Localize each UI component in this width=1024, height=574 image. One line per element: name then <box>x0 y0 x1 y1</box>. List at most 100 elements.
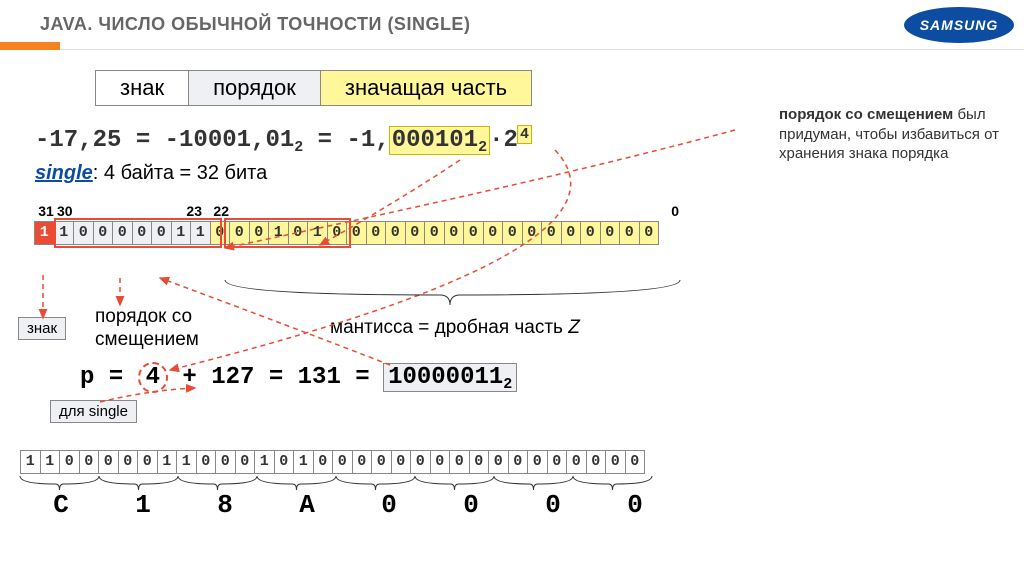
bit-cell: 0 <box>229 221 250 245</box>
bit-cell: 0 <box>449 450 470 474</box>
bit-cell: 0 <box>502 221 523 245</box>
pos-0: 0 <box>229 203 679 219</box>
hex-digit: A <box>266 490 348 520</box>
bit-row-plain: 11000001100010100000000000000000 <box>20 450 645 474</box>
pos-22: 22 <box>202 203 229 219</box>
bit-cell: 0 <box>391 450 412 474</box>
bit-cell: 0 <box>405 221 426 245</box>
bit-positions: 31 30 23 22 0 <box>35 203 1004 219</box>
samsung-logo: SAMSUNG <box>864 0 1024 55</box>
eq-mantissa-highlight: 0001012 <box>390 127 489 154</box>
bit-cell: 0 <box>118 450 139 474</box>
bit-cell: 0 <box>586 450 607 474</box>
bit-cell: 0 <box>483 221 504 245</box>
p-equation: p = 4 + 127 = 131 = 100000112 <box>80 362 516 393</box>
legend-mant: значащая часть <box>321 71 531 105</box>
bit-cell: 0 <box>541 221 562 245</box>
hex-digit: 0 <box>430 490 512 520</box>
bit-cell: 0 <box>98 450 119 474</box>
pos-23: 23 <box>77 203 202 219</box>
bit-cell: 0 <box>430 450 451 474</box>
bit-cell: 0 <box>313 450 334 474</box>
single-tag: для single <box>50 400 137 423</box>
bit-cell: 0 <box>639 221 660 245</box>
single-keyword: single <box>35 162 93 184</box>
p-binary-highlight: 100000112 <box>384 364 516 391</box>
bit-cell: 1 <box>268 221 289 245</box>
mantissa-label: мантисса = дробная часть Z <box>330 317 580 339</box>
bit-cell: 0 <box>196 450 217 474</box>
bit-cell: 0 <box>132 221 153 245</box>
bit-cell: 0 <box>600 221 621 245</box>
bit-cell: 0 <box>288 221 309 245</box>
bit-cell: 0 <box>488 450 509 474</box>
bit-cell: 0 <box>346 221 367 245</box>
hex-digit: C <box>20 490 102 520</box>
bit-cell: 0 <box>625 450 646 474</box>
eq-exp-highlight: 4 <box>518 126 531 143</box>
hex-digit: 0 <box>348 490 430 520</box>
bit-cell: 0 <box>547 450 568 474</box>
bit-cell: 0 <box>332 450 353 474</box>
bit-cell: 1 <box>176 450 197 474</box>
header-title: JAVA. ЧИСЛО ОБЫЧНОЙ ТОЧНОСТИ (SINGLE) <box>40 14 470 35</box>
bit-cell: 0 <box>366 221 387 245</box>
hex-digit: 8 <box>184 490 266 520</box>
hex-digit: 0 <box>512 490 594 520</box>
p-pre: p = <box>80 364 138 391</box>
bit-cell: 0 <box>73 221 94 245</box>
bit-cell: 0 <box>566 450 587 474</box>
svg-text:SAMSUNG: SAMSUNG <box>920 17 999 33</box>
legend: знак порядок значащая часть <box>95 70 532 106</box>
bit-row-colored: 11000001100010100000000000000000 <box>35 221 1004 245</box>
p-four-circle: 4 <box>138 362 168 393</box>
bit-cell: 0 <box>210 221 231 245</box>
eq-sub1: 2 <box>294 139 303 156</box>
bit-cell: 1 <box>190 221 211 245</box>
single-rest: : 4 байта = 32 бита <box>93 162 267 184</box>
hex-row: C18A0000 <box>20 490 676 520</box>
bit-cell: 1 <box>171 221 192 245</box>
bit-cell: 0 <box>137 450 158 474</box>
bit-cell: 1 <box>157 450 178 474</box>
legend-exp: порядок <box>189 71 321 105</box>
bit-cell: 1 <box>254 450 275 474</box>
bit-cell: 0 <box>410 450 431 474</box>
bit-cell: 0 <box>371 450 392 474</box>
eq-mid: = -1, <box>303 127 389 154</box>
bit-cell: 1 <box>307 221 328 245</box>
exponent-label: порядок со смещением <box>95 306 199 352</box>
bit-cell: 0 <box>469 450 490 474</box>
bit-cell: 0 <box>79 450 100 474</box>
bit-cell: 0 <box>385 221 406 245</box>
bit-cell: 0 <box>327 221 348 245</box>
bit-cell: 1 <box>293 450 314 474</box>
legend-sign: знак <box>96 71 189 105</box>
bit-cell: 0 <box>444 221 465 245</box>
bit-cell: 0 <box>580 221 601 245</box>
bit-cell: 0 <box>522 221 543 245</box>
bit-cell: 0 <box>561 221 582 245</box>
bit-cell: 1 <box>34 221 55 245</box>
eq-lhs: -17,25 = -10001,01 <box>35 127 294 154</box>
p-mid: + 127 = 131 = <box>168 364 384 391</box>
bit-cell: 0 <box>619 221 640 245</box>
hex-digit: 1 <box>102 490 184 520</box>
pos-30: 30 <box>57 203 77 219</box>
bit-cell: 1 <box>40 450 61 474</box>
header-accent <box>0 42 60 50</box>
bit-cell: 0 <box>59 450 80 474</box>
bit-cell: 0 <box>424 221 445 245</box>
eq-mult: ·2 <box>489 127 518 154</box>
single-description: single: 4 байта = 32 бита <box>35 162 1004 185</box>
bit-cell: 1 <box>54 221 75 245</box>
sidenote: порядок со смещением был придуман, чтобы… <box>779 105 1014 164</box>
bit-cell: 1 <box>20 450 41 474</box>
bit-cell: 0 <box>274 450 295 474</box>
bit-cell: 0 <box>93 221 114 245</box>
pos-31: 31 <box>35 203 57 219</box>
bit-cell: 0 <box>463 221 484 245</box>
hex-digit: 0 <box>594 490 676 520</box>
bit-cell: 0 <box>215 450 236 474</box>
bit-cell: 0 <box>352 450 373 474</box>
